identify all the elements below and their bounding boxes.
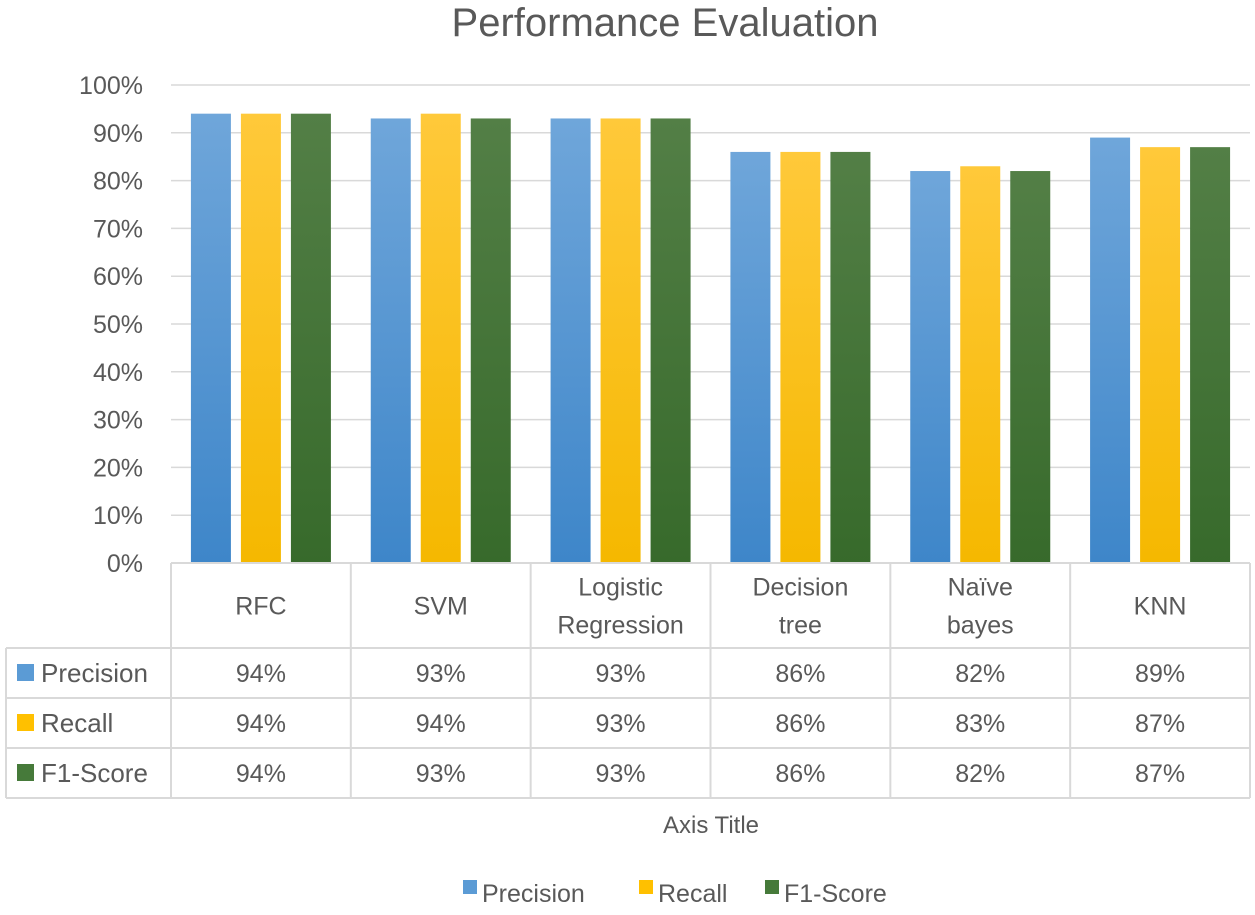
y-tick-label: 60% bbox=[93, 263, 143, 291]
table-value: 94% bbox=[236, 660, 286, 688]
table-value: 93% bbox=[416, 760, 466, 788]
legend-label: Precision bbox=[482, 880, 585, 908]
category-label: Logistic bbox=[578, 574, 663, 602]
y-tick-label: 50% bbox=[93, 311, 143, 339]
table-value: 94% bbox=[416, 710, 466, 738]
legend-key-recall bbox=[639, 880, 653, 894]
bar-precision-2 bbox=[550, 118, 591, 564]
legend-key-f1-score bbox=[765, 880, 779, 894]
y-tick-label: 20% bbox=[93, 454, 143, 482]
y-tick-label: 80% bbox=[93, 168, 143, 196]
bar-precision-5 bbox=[1090, 137, 1131, 563]
y-tick-label: 40% bbox=[93, 359, 143, 387]
table-value: 86% bbox=[775, 660, 825, 688]
table-value: 93% bbox=[416, 660, 466, 688]
category-label: Regression bbox=[557, 612, 683, 640]
bar-f1-score-1 bbox=[470, 118, 511, 564]
y-tick-label: 10% bbox=[93, 502, 143, 530]
table-row-label: Recall bbox=[41, 708, 113, 738]
y-tick-label: 90% bbox=[93, 120, 143, 148]
y-tick-label: 100% bbox=[79, 72, 143, 100]
bar-f1-score-2 bbox=[650, 118, 691, 564]
bar-recall-1 bbox=[420, 113, 461, 564]
table-value: 93% bbox=[596, 660, 646, 688]
legend-label: Recall bbox=[658, 880, 727, 908]
table-value: 83% bbox=[955, 710, 1005, 738]
category-label: KNN bbox=[1134, 593, 1187, 621]
table-legend-key-precision bbox=[17, 664, 34, 681]
category-label: tree bbox=[779, 612, 822, 640]
bar-recall-4 bbox=[960, 166, 1001, 563]
table-value: 82% bbox=[955, 660, 1005, 688]
table-legend-key-recall bbox=[17, 714, 34, 731]
category-label: RFC bbox=[235, 593, 286, 621]
bar-f1-score-4 bbox=[1010, 171, 1051, 564]
bar-precision-0 bbox=[190, 113, 231, 564]
table-value: 86% bbox=[775, 760, 825, 788]
table-value: 86% bbox=[775, 710, 825, 738]
y-tick-label: 70% bbox=[93, 215, 143, 243]
category-label: Naïve bbox=[948, 574, 1013, 602]
legend-label: F1-Score bbox=[784, 880, 887, 908]
bar-f1-score-3 bbox=[830, 151, 871, 564]
table-legend-key-f1-score bbox=[17, 764, 34, 781]
table-value: 94% bbox=[236, 760, 286, 788]
table-value: 87% bbox=[1135, 710, 1185, 738]
table-row-label: F1-Score bbox=[41, 758, 148, 788]
table-value: 82% bbox=[955, 760, 1005, 788]
chart-title: Performance Evaluation bbox=[452, 1, 879, 45]
y-tick-label: 0% bbox=[107, 550, 143, 578]
y-tick-label: 30% bbox=[93, 407, 143, 435]
legend-key-precision bbox=[463, 880, 477, 894]
bar-f1-score-5 bbox=[1190, 147, 1231, 563]
category-label: bayes bbox=[947, 612, 1014, 640]
table-value: 93% bbox=[596, 760, 646, 788]
bar-f1-score-0 bbox=[290, 113, 331, 564]
table-value: 93% bbox=[596, 710, 646, 738]
bar-recall-5 bbox=[1140, 147, 1181, 563]
bar-precision-3 bbox=[730, 151, 771, 564]
category-label: SVM bbox=[414, 593, 468, 621]
table-value: 87% bbox=[1135, 760, 1185, 788]
bar-recall-3 bbox=[780, 151, 821, 564]
category-label: Decision bbox=[752, 574, 848, 602]
table-value: 89% bbox=[1135, 660, 1185, 688]
bar-precision-4 bbox=[910, 171, 951, 564]
table-row-label: Precision bbox=[41, 658, 148, 688]
table-value: 94% bbox=[236, 710, 286, 738]
bar-precision-1 bbox=[370, 118, 411, 564]
bar-recall-2 bbox=[600, 118, 641, 564]
x-axis-title: Axis Title bbox=[663, 812, 759, 839]
bar-recall-0 bbox=[240, 113, 281, 564]
